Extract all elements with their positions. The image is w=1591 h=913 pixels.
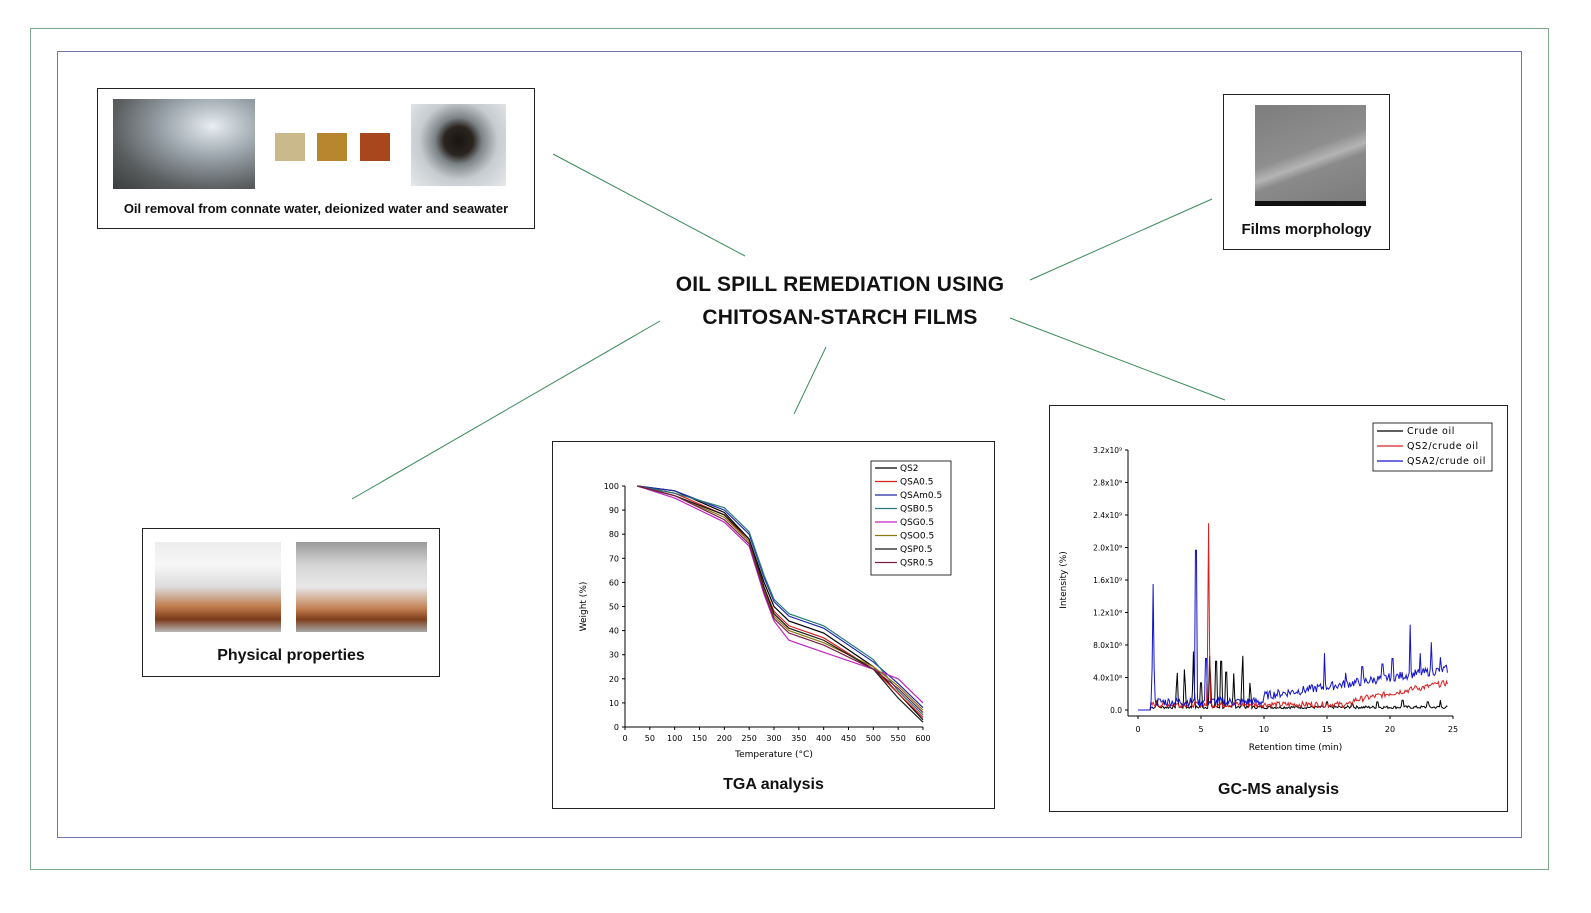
tga-legend-label: QSG0.5 [900,518,934,528]
gcms-y-tick-label: 2.8x10⁹ [1093,479,1122,488]
connector-to-oil-removal [552,153,746,257]
tga-legend-label: QSP0.5 [900,545,933,555]
tga-legend-label: QSAm0.5 [900,491,942,501]
tga-legend-label: QS2 [900,464,919,474]
gcms-y-tick-label: 2.4x10⁹ [1093,511,1122,520]
oil-slick-photo [113,99,255,189]
gcms-y-tick-label: 8.0x10⁸ [1093,641,1122,650]
gcms-y-tick-label: 4.0x10⁸ [1093,674,1122,683]
tga-x-tick-label: 500 [866,734,881,743]
tga-x-tick-label: 150 [692,734,707,743]
gcms-y-tick-label: 1.6x10⁹ [1093,576,1122,585]
gcms-legend-label: Crude oil [1407,426,1455,437]
gcms-y-tick-label: 3.2x10⁹ [1093,446,1122,455]
gcms-x-tick-label: 15 [1322,725,1332,734]
tga-legend-box [870,460,952,576]
gcms-chart: 0 5 10 15 20 25 0.0 4.0x10⁸ 8.0x10⁸ 1.2x10⁹ 1.6x10… [1059,422,1493,753]
gcms-legend-label: QS2/crude oil [1407,441,1479,452]
gcms-y-tick-label: 1.2x10⁹ [1093,609,1122,618]
vials-photo-right [296,542,427,632]
tga-x-tick-label: 0 [622,734,627,743]
tga-series-line [637,485,924,711]
title-line-2: CHITOSAN-STARCH FILMS [702,306,978,329]
gcms-x-axis-label: Retention time (min) [1249,743,1342,753]
film-swatch-medium [317,133,347,161]
gcms-series-line [1138,549,1448,711]
tga-y-tick-label: 80 [609,530,619,539]
gcms-x-tick-label: 5 [1198,725,1203,734]
gcms-x-tick-label: 0 [1135,725,1140,734]
connector-to-physical [351,320,661,500]
tga-y-tick-label: 0 [614,723,619,732]
diagram-title: OIL SPILL REMEDIATION USING CHITOSAN-STA… [620,268,1060,334]
tga-x-tick-label: 450 [841,734,856,743]
tga-x-axis-label: Temperature (°C) [734,750,813,760]
gcms-y-axis-label: Intensity (%) [1059,551,1069,609]
gcms-caption: GC-MS analysis [1218,781,1339,798]
gcms-x-tick-label: 25 [1448,725,1458,734]
film-swatch-light [275,133,305,161]
tga-y-tick-label: 50 [609,603,619,612]
gcms-y-tick-label: 0.0 [1110,706,1122,715]
tga-y-tick-label: 100 [604,482,619,491]
connector-to-gcms [1009,317,1226,401]
tga-y-tick-label: 90 [609,506,619,515]
tga-x-tick-label: 100 [667,734,682,743]
inner-frame [57,51,1522,838]
connector-to-morphology [1029,198,1213,281]
tga-y-tick-label: 40 [609,627,619,636]
tga-x-tick-label: 200 [717,734,732,743]
tga-x-tick-label: 550 [891,734,906,743]
tga-series-line [637,485,924,716]
tga-legend-label: QSR0.5 [900,559,933,569]
vials-photo-left [155,542,281,632]
title-line-1: OIL SPILL REMEDIATION USING [675,273,1005,296]
tga-x-tick-label: 350 [791,734,806,743]
tga-x-tick-label: 50 [645,734,655,743]
oil-removal-panel: Oil removal from connate water, deionize… [97,88,535,229]
physical-panel: Physical properties [142,528,440,677]
tga-series-line [637,485,924,713]
tga-x-tick-label: 400 [816,734,831,743]
gcms-panel: 0 5 10 15 20 25 0.0 4.0x10⁸ 8.0x10⁸ 1.2x10⁹ 1.6x10… [1049,405,1508,812]
tga-series-line [637,485,924,718]
oil-removal-caption: Oil removal from connate water, deionize… [123,201,509,216]
gcms-x-tick-label: 20 [1385,725,1395,734]
oil-in-dish-photo [411,104,506,186]
tga-caption: TGA analysis [723,776,824,793]
tga-x-tick-label: 300 [766,734,781,743]
tga-series-line [637,485,924,704]
gcms-x-tick-label: 10 [1259,725,1269,734]
tga-chart: 0 50 100 150 200 250 300 350 400 450 500 550 600 0 10 2… [579,460,952,760]
tga-panel: 0 50 100 150 200 250 300 350 400 450 500 550 600 0 10 2… [552,441,995,809]
sem-scale-bar [1255,201,1366,206]
tga-y-tick-label: 60 [609,578,619,587]
tga-series-line [637,485,924,723]
tga-y-tick-label: 30 [609,651,619,660]
gcms-y-tick-label: 2.0x10⁹ [1093,544,1122,553]
tga-y-tick-label: 70 [609,554,619,563]
film-swatch-dark [360,133,390,161]
gcms-series-line [1138,651,1448,711]
tga-y-axis-label: Weight (%) [579,582,589,632]
tga-y-tick-label: 20 [609,675,619,684]
morphology-caption: Films morphology [1241,221,1372,238]
tga-legend-label: QSB0.5 [900,505,933,515]
tga-x-tick-label: 250 [742,734,757,743]
tga-x-tick-label: 600 [915,734,930,743]
physical-caption: Physical properties [217,647,365,664]
gcms-legend-label: QSA2/crude oil [1407,456,1486,467]
tga-legend-label: QSO0.5 [900,532,934,542]
sem-image [1255,105,1366,206]
outer-frame [30,28,1549,870]
connector-to-tga [793,346,827,415]
morphology-panel: Films morphology [1223,94,1390,250]
tga-y-tick-label: 10 [609,699,619,708]
tga-legend-label: QSA0.5 [900,478,933,488]
